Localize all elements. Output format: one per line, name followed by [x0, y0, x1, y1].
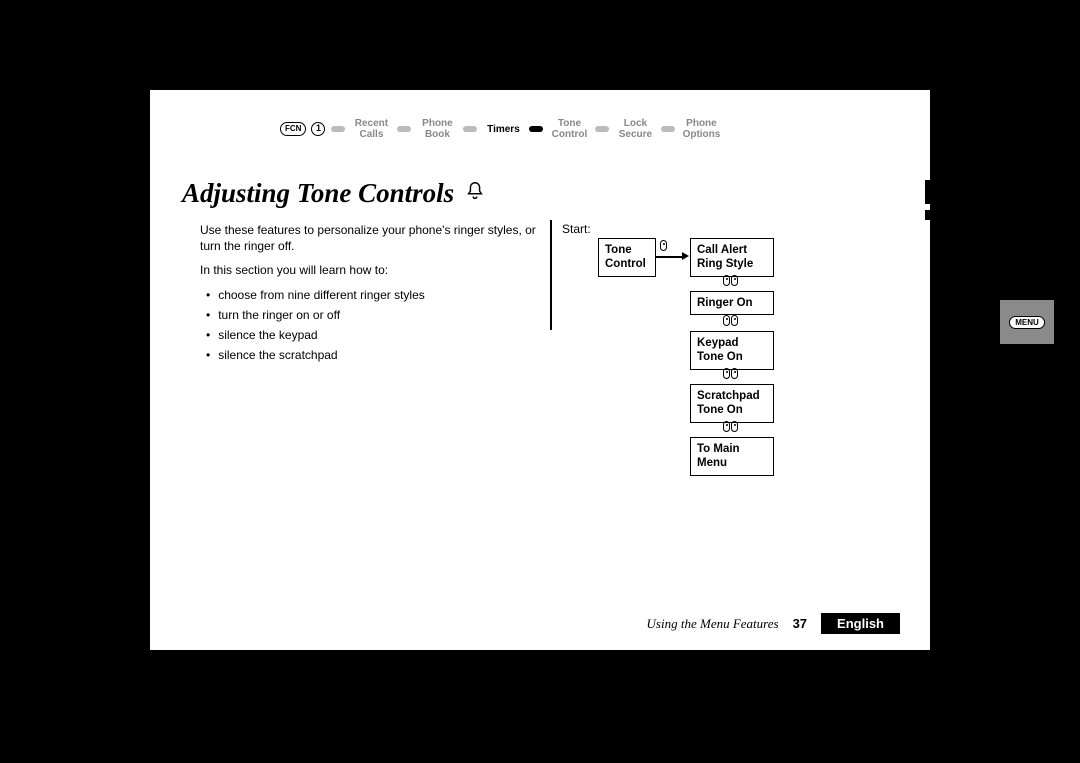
crumb-phone-options: Phone Options [677, 118, 725, 140]
scroll-key-icon [660, 240, 667, 251]
edge-tab [925, 180, 930, 204]
ringer-on-box: Ringer On [690, 291, 774, 315]
footer-language: English [821, 613, 900, 634]
box-text: Menu [697, 457, 727, 469]
bullet-list: choose from nine different ringer styles… [200, 287, 540, 364]
crumb-text: Calls [360, 129, 384, 140]
intro-text: Use these features to personalize your p… [200, 222, 540, 254]
body-text: Use these features to personalize your p… [200, 222, 540, 367]
footer-page-number: 37 [793, 616, 807, 631]
scroll-key-icon [723, 315, 738, 326]
to-main-menu-box: To Main Menu [690, 437, 774, 476]
scratchpad-tone-box: Scratchpad Tone On [690, 384, 774, 423]
list-item: silence the scratchpad [206, 347, 540, 363]
connector [463, 126, 477, 132]
box-text: Control [605, 258, 646, 270]
crumb-phone-book: Phone Book [413, 118, 461, 140]
connector [529, 126, 543, 132]
crumb-lock-secure: Lock Secure [611, 118, 659, 140]
crumb-text: Timers [487, 124, 520, 135]
crumb-tone-control: Tone Control [545, 118, 593, 140]
start-label: Start: [562, 222, 591, 236]
edge-tab [925, 210, 930, 220]
crumb-text: Phone [686, 118, 717, 129]
fcn-pill: FCN 1 [280, 122, 325, 136]
scroll-key-icon [723, 368, 738, 379]
list-item: choose from nine different ringer styles [206, 287, 540, 303]
box-text: Ring Style [697, 258, 753, 270]
call-alert-box: Call Alert Ring Style [690, 238, 774, 277]
tone-control-box: Tone Control [598, 238, 656, 277]
one-key: 1 [311, 122, 325, 136]
box-text: Tone On [697, 404, 743, 416]
connector [397, 126, 411, 132]
crumb-recent-calls: Recent Calls [347, 118, 395, 140]
crumb-text: Tone [558, 118, 581, 129]
side-menu-tab: MENU [1000, 300, 1054, 344]
crumb-text: Phone [422, 118, 453, 129]
bell-icon [464, 178, 486, 209]
crumb-text: Recent [355, 118, 388, 129]
footer-section-title: Using the Menu Features [647, 616, 779, 632]
menu-breadcrumb: FCN 1 Recent Calls Phone Book Timers Ton… [280, 118, 725, 140]
box-text: Keypad [697, 337, 739, 349]
arrow [656, 256, 684, 258]
list-item: turn the ringer on or off [206, 307, 540, 323]
scroll-key-icon [723, 421, 738, 432]
box-text: Scratchpad [697, 390, 760, 402]
crumb-text: Secure [619, 129, 652, 140]
heading-text: Adjusting Tone Controls [182, 178, 454, 209]
subhead-text: In this section you will learn how to: [200, 262, 540, 278]
connector [661, 126, 675, 132]
menu-label: MENU [1009, 316, 1045, 329]
box-text: To Main [697, 443, 740, 455]
box-text: Ringer On [697, 297, 753, 309]
manual-page: FCN 1 Recent Calls Phone Book Timers Ton… [150, 90, 930, 650]
scroll-key-icon [723, 275, 738, 286]
connector [595, 126, 609, 132]
page-footer: Using the Menu Features 37 English [150, 613, 930, 634]
box-text: Tone On [697, 351, 743, 363]
crumb-timers: Timers [479, 124, 527, 135]
arrow-head [682, 252, 689, 260]
vertical-divider [550, 220, 552, 330]
box-text: Call Alert [697, 244, 747, 256]
keypad-tone-box: Keypad Tone On [690, 331, 774, 370]
crumb-text: Lock [624, 118, 647, 129]
box-text: Tone [605, 244, 632, 256]
section-heading: Adjusting Tone Controls [182, 178, 486, 209]
list-item: silence the keypad [206, 327, 540, 343]
crumb-text: Options [683, 129, 721, 140]
fcn-label: FCN [280, 122, 306, 136]
crumb-text: Control [552, 129, 588, 140]
crumb-text: Book [425, 129, 450, 140]
connector [331, 126, 345, 132]
